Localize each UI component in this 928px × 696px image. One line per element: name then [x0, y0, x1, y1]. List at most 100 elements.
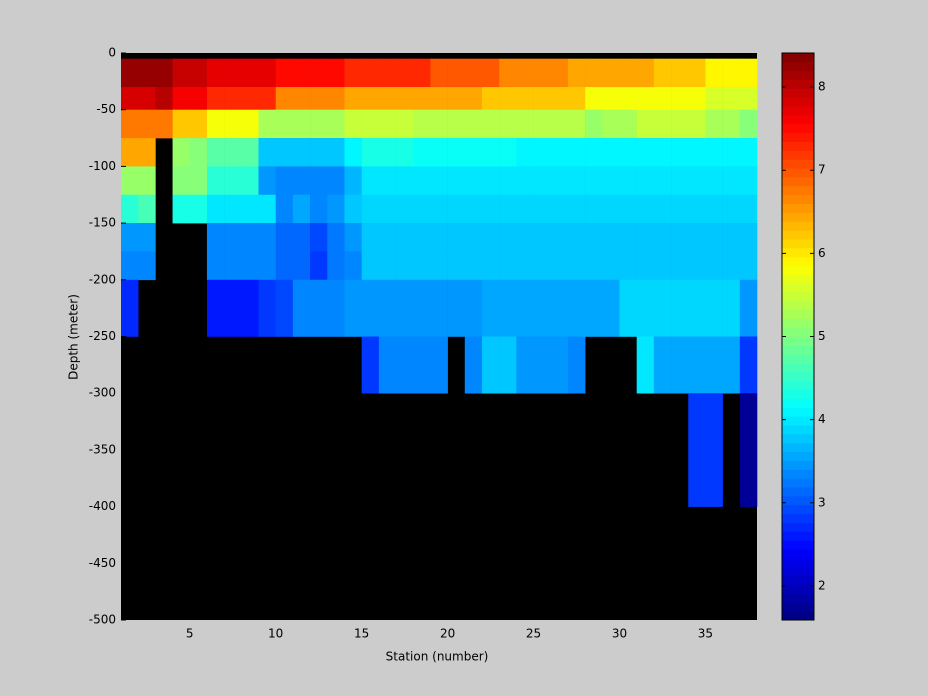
heatmap-cell — [567, 58, 586, 88]
heatmap-cell — [292, 194, 311, 224]
heatmap-cell — [241, 109, 259, 139]
heatmap-cell — [516, 166, 534, 196]
heatmap-cell — [344, 166, 362, 196]
heatmap-cell — [516, 279, 534, 337]
colorbar-tick-label: 5 — [818, 329, 826, 343]
heatmap-cell — [327, 194, 345, 224]
heatmap-cell — [310, 251, 328, 281]
heatmap-cell — [344, 138, 362, 167]
heatmap-cell — [619, 87, 637, 110]
heatmap-cell — [275, 194, 294, 224]
heatmap-cell — [344, 279, 362, 337]
heatmap-cell — [619, 109, 637, 139]
heatmap-cell — [292, 87, 311, 110]
heatmap-cell — [567, 336, 586, 394]
heatmap-cell — [481, 251, 500, 281]
heatmap-cell — [705, 336, 723, 394]
heatmap-cell — [361, 166, 380, 196]
heatmap-cell — [705, 393, 723, 507]
heatmap-cell — [378, 58, 397, 88]
colorbar-swatch — [782, 487, 814, 497]
heatmap-cell — [413, 166, 431, 196]
heatmap-cell — [344, 58, 362, 88]
heatmap-cell — [550, 166, 569, 196]
heatmap-cell — [344, 87, 362, 110]
colorbar-swatch — [782, 416, 814, 426]
heatmap-cell — [206, 223, 225, 252]
heatmap-cell — [739, 279, 758, 337]
heatmap-cell — [636, 251, 655, 281]
y-tick-label: -450 — [89, 556, 116, 570]
x-tick-label: 20 — [440, 627, 455, 641]
heatmap-cell — [327, 109, 345, 139]
heatmap-cell — [224, 87, 242, 110]
colorbar-swatch — [782, 88, 814, 98]
heatmap-cell — [327, 166, 345, 196]
heatmap-cell — [155, 87, 173, 110]
heatmap-cell — [224, 251, 242, 281]
heatmap-cell — [413, 279, 431, 337]
heatmap-cell — [619, 58, 637, 88]
heatmap-cell — [636, 109, 655, 139]
heatmap-cell — [413, 336, 431, 394]
heatmap-cell — [413, 109, 431, 139]
heatmap-cell — [671, 58, 689, 88]
heatmap-cell — [671, 166, 689, 196]
heatmap-cell — [378, 336, 397, 394]
heatmap-cell — [481, 279, 500, 337]
heatmap-cell — [688, 109, 706, 139]
heatmap-cell — [327, 251, 345, 281]
heatmap-cell — [636, 194, 655, 224]
heatmap-cell — [430, 109, 448, 139]
colorbar-swatch — [782, 159, 814, 169]
colorbar-swatch — [782, 407, 814, 417]
heatmap-cell — [688, 336, 706, 394]
heatmap-cell — [464, 194, 483, 224]
colorbar-swatch — [782, 221, 814, 231]
colorbar-swatch — [782, 380, 814, 391]
heatmap-cell — [258, 87, 277, 110]
heatmap-cell — [189, 194, 208, 224]
heatmap-cell — [688, 87, 706, 110]
heatmap-cell — [275, 279, 294, 337]
heatmap-cell — [499, 58, 517, 88]
colorbar-swatch — [782, 531, 814, 541]
heatmap-cell — [464, 279, 483, 337]
heatmap-cell — [310, 223, 328, 252]
heatmap-cell — [619, 166, 637, 196]
heatmap-cell — [739, 194, 758, 224]
heatmap-cell — [310, 279, 328, 337]
colorbar-swatch — [782, 495, 814, 506]
heatmap-cell — [464, 87, 483, 110]
heatmap-cell — [138, 251, 156, 281]
heatmap-cell — [671, 251, 689, 281]
heatmap-cell — [396, 138, 414, 167]
colorbar-swatch — [782, 115, 814, 125]
heatmap-cell — [378, 279, 397, 337]
heatmap-cell — [722, 166, 741, 196]
heatmap-cell — [688, 138, 706, 167]
heatmap-cell — [464, 251, 483, 281]
heatmap-cell — [481, 58, 500, 88]
heatmap-cell — [447, 109, 466, 139]
heatmap-cell — [499, 194, 517, 224]
colorbar-swatch — [782, 70, 814, 80]
colorbar-swatch — [782, 309, 814, 320]
heatmap-cell — [464, 336, 483, 394]
heatmap-cell — [516, 223, 534, 252]
colorbar-swatch — [782, 194, 814, 205]
colorbar-swatch — [782, 460, 814, 470]
heatmap-cell — [258, 251, 277, 281]
heatmap-cell — [241, 279, 259, 337]
heatmap-cell — [585, 138, 603, 167]
y-axis-label: Depth (meter) — [67, 294, 81, 380]
heatmap-cell — [241, 251, 259, 281]
heatmap-cell — [121, 138, 139, 167]
heatmap-cell — [636, 166, 655, 196]
heatmap-cell — [705, 166, 723, 196]
heatmap-cell — [206, 87, 225, 110]
heatmap-cell — [310, 109, 328, 139]
heatmap-cell — [275, 138, 294, 167]
x-tick-label: 15 — [354, 627, 369, 641]
heatmap-cell — [241, 138, 259, 167]
